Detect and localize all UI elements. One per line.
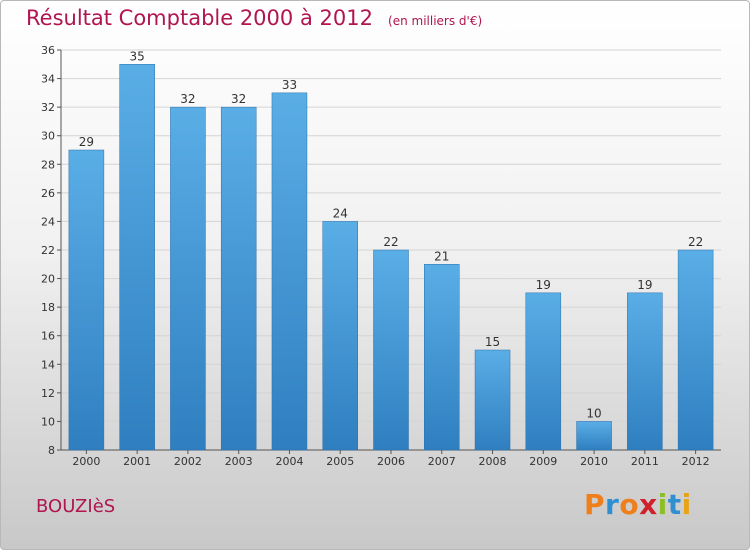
x-tick-label-2005: 2005 [326,455,354,468]
y-tick-label-22: 22 [41,244,55,257]
y-tick-label-32: 32 [41,101,55,114]
x-tick-label-2002: 2002 [174,455,202,468]
chart-subtitle: (en milliers d'€) [388,14,483,28]
value-label-2004: 33 [282,78,297,92]
x-tick-label-2011: 2011 [631,455,659,468]
y-tick-label-18: 18 [41,301,55,314]
brand-letter: i [657,488,668,521]
bar-2011 [627,292,663,451]
y-tick-label-12: 12 [41,387,55,400]
value-label-2008: 15 [485,335,500,349]
bar-2000 [68,149,105,451]
value-label-2007: 21 [434,249,449,263]
y-tick-label-28: 28 [41,158,55,171]
value-label-2005: 24 [333,206,348,220]
y-tick-label-16: 16 [41,330,55,343]
bar-2006 [373,249,409,451]
value-label-2002: 32 [180,92,195,106]
y-tick-label-34: 34 [41,73,55,86]
x-tick-label-2009: 2009 [529,455,557,468]
y-tick-label-8: 8 [48,444,55,457]
value-label-2009: 19 [536,278,551,292]
bar-2002 [170,106,206,451]
y-tick-label-10: 10 [41,415,55,428]
label-layer: 29 2000 35 2001 32 2002 32 2003 33 2004 24 2005 22 20… [72,49,709,468]
bar-2007 [424,264,460,451]
y-tick-label-36: 36 [41,44,55,57]
value-label-2000: 29 [79,135,94,149]
value-label-2012: 22 [688,235,703,249]
place-name: BOUZIèS [36,496,116,517]
bar-2005 [322,221,358,451]
bar-2008 [474,349,511,451]
brand-letter: t [667,488,682,521]
brand-letter: x [639,488,658,521]
title-row: Résultat Comptable 2000 à 2012 (en milli… [26,6,482,30]
x-tick-label-2006: 2006 [377,455,405,468]
bar-2001 [119,64,155,451]
x-tick-label-2000: 2000 [72,455,100,468]
value-label-2011: 19 [637,278,652,292]
brand-letter: o [619,488,640,521]
brand-letter: r [605,488,620,521]
x-tick-label-2010: 2010 [580,455,608,468]
y-tick-label-24: 24 [41,215,55,228]
value-label-2006: 22 [383,235,398,249]
bar-2012 [677,249,714,451]
x-tick-label-2007: 2007 [428,455,456,468]
bar-2009 [525,292,562,451]
x-tick-label-2012: 2012 [682,455,710,468]
y-tick-label-26: 26 [41,187,55,200]
bar-2003 [220,106,257,451]
x-tick-label-2008: 2008 [479,455,507,468]
brand-letter: P [584,488,606,521]
brand-letter: i [681,488,692,521]
y-tick-label-20: 20 [41,273,55,286]
proxiti-logo[interactable]: Proxiti [584,488,692,521]
value-label-2010: 10 [586,406,601,420]
x-tick-label-2003: 2003 [225,455,253,468]
bar-2010 [576,421,612,451]
bar-2004 [271,92,308,451]
value-label-2001: 35 [130,49,145,63]
chart-title: Résultat Comptable 2000 à 2012 [26,6,373,30]
y-tick-label-30: 30 [41,130,55,143]
bar-layer [68,64,714,451]
x-tick-label-2001: 2001 [123,455,151,468]
value-label-2003: 32 [231,92,246,106]
y-tick-label-14: 14 [41,358,55,371]
x-tick-label-2004: 2004 [275,455,303,468]
